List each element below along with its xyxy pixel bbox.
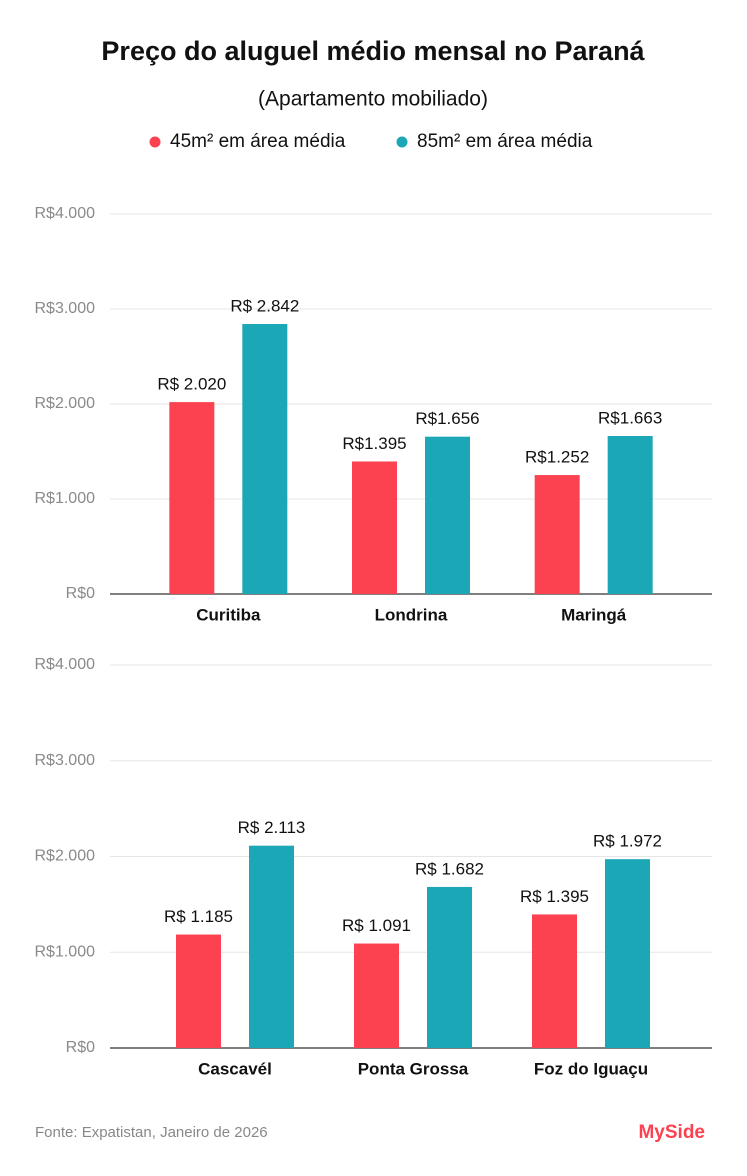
bar [605, 859, 650, 1048]
bar [532, 914, 577, 1048]
value-label: R$1.252 [525, 448, 589, 467]
logo: MySide [638, 1122, 705, 1143]
y-tick-label: R$3.000 [35, 300, 96, 317]
legend-marker [396, 136, 408, 148]
legend-label: 45m² em área média [170, 131, 346, 152]
legend-marker [149, 136, 161, 148]
bar [176, 934, 221, 1048]
value-label: R$ 1.185 [164, 907, 233, 926]
value-label: R$ 1.682 [415, 859, 484, 878]
value-label: R$ 2.113 [238, 818, 306, 837]
value-label: R$ 1.972 [593, 832, 662, 851]
y-tick-label: R$0 [66, 585, 95, 602]
y-tick-label: R$4.000 [35, 205, 96, 222]
y-tick-label: R$2.000 [35, 848, 96, 865]
chart-subtitle: (Apartamento mobiliado) [258, 88, 488, 111]
x-tick-label: Curitiba [196, 605, 261, 624]
bar [425, 436, 470, 594]
y-tick-label: R$1.000 [35, 943, 96, 960]
y-tick-label: R$0 [66, 1039, 95, 1056]
x-tick-label: Maringá [561, 605, 627, 624]
value-label: R$1.656 [415, 409, 479, 428]
value-label: R$ 1.091 [342, 916, 411, 935]
bar [427, 886, 472, 1048]
value-label: R$ 2.020 [157, 375, 226, 394]
legend-label: 85m² em área média [417, 131, 593, 152]
x-tick-label: Cascavél [198, 1059, 272, 1078]
bar [242, 324, 288, 594]
bar [607, 436, 653, 594]
x-tick-label: Foz do Iguaçu [534, 1059, 648, 1078]
source-note: Fonte: Expatistan, Janeiro de 2026 [35, 1124, 268, 1141]
y-tick-label: R$1.000 [35, 490, 96, 507]
bar [354, 943, 399, 1048]
value-label: R$1.663 [598, 408, 662, 427]
x-tick-label: Londrina [375, 605, 448, 624]
chart-title: Preço do aluguel médio mensal no Paraná [101, 36, 645, 66]
value-label: R$ 2.842 [230, 296, 299, 315]
bar [352, 461, 397, 594]
y-tick-label: R$3.000 [35, 752, 96, 769]
value-label: R$1.395 [342, 434, 406, 453]
bar [169, 402, 215, 594]
value-label: R$ 1.395 [520, 887, 589, 906]
x-tick-label: Ponta Grossa [358, 1059, 469, 1078]
y-tick-label: R$2.000 [35, 395, 96, 412]
y-tick-label: R$4.000 [35, 656, 96, 673]
bar [534, 475, 580, 594]
bar [249, 845, 294, 1048]
